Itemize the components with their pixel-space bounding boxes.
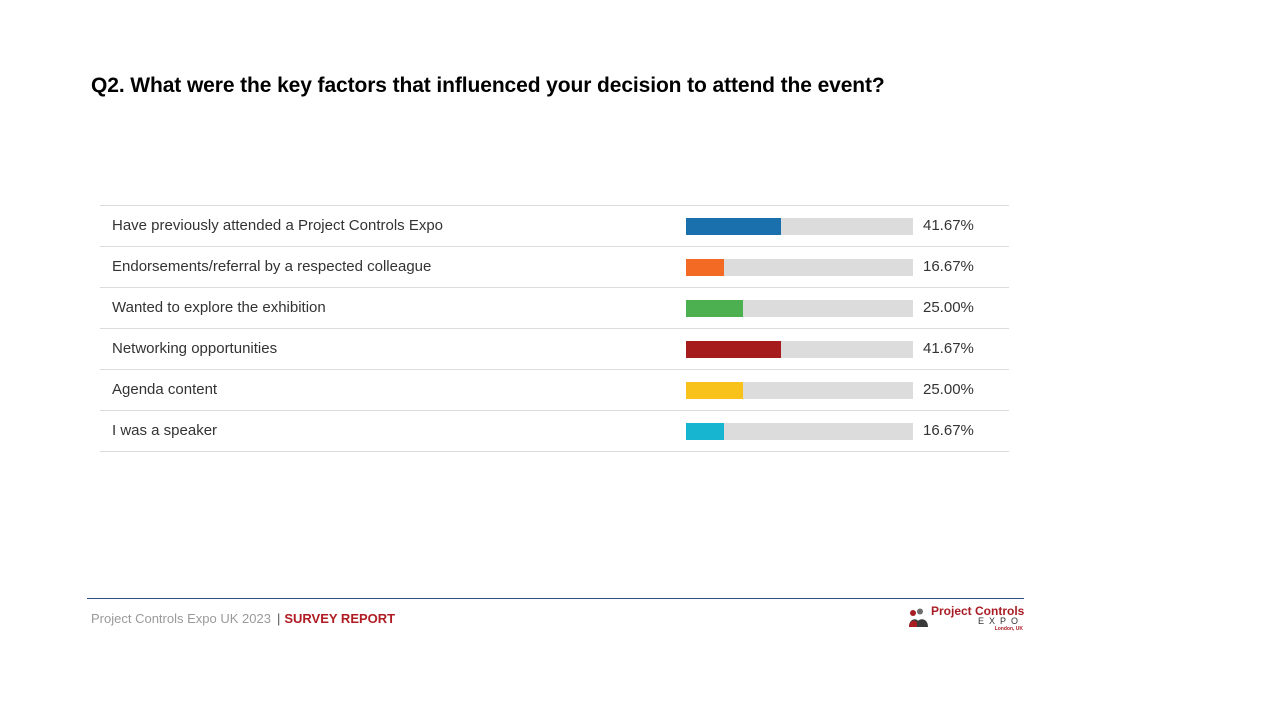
category-label: Wanted to explore the exhibition	[112, 299, 326, 316]
chart-row: I was a speaker 16.67%	[100, 411, 1009, 452]
category-label: I was a speaker	[112, 422, 218, 439]
bar-track	[686, 218, 913, 235]
category-label: Have previously attended a Project Contr…	[112, 217, 444, 234]
project-controls-expo-logo: Project Controls EXPO London, UK	[908, 604, 1025, 635]
survey-bar-chart: Have previously attended a Project Contr…	[100, 205, 1009, 452]
footer-report-label: SURVEY REPORT	[284, 611, 396, 626]
value-label: 41.67%	[923, 217, 974, 234]
footer-divider	[87, 598, 1024, 599]
bar	[686, 259, 724, 276]
category-label: Agenda content	[112, 381, 218, 398]
category-label: Networking opportunities	[112, 340, 278, 357]
logo-subtitle: EXPO	[977, 616, 1023, 626]
bar	[686, 423, 724, 440]
chart-row: Have previously attended a Project Contr…	[100, 206, 1009, 247]
value-label: 16.67%	[923, 258, 974, 275]
chart-row: Wanted to explore the exhibition 25.00%	[100, 288, 1009, 329]
bar	[686, 218, 781, 235]
category-label: Endorsements/referral by a respected col…	[112, 258, 432, 275]
logo-name: Project Controls	[931, 604, 1025, 618]
bar-track	[686, 423, 913, 440]
bar-track	[686, 259, 913, 276]
bar	[686, 300, 743, 317]
value-label: 41.67%	[923, 340, 974, 357]
chart-row: Endorsements/referral by a respected col…	[100, 247, 1009, 288]
bar-track	[686, 341, 913, 358]
chart-row: Agenda content 25.00%	[100, 370, 1009, 411]
chart-row: Networking opportunities 41.67%	[100, 329, 1009, 370]
footer: Project Controls Expo UK 2023 | SURVEY REP…	[91, 611, 395, 626]
bar	[686, 341, 781, 358]
bar-track	[686, 300, 913, 317]
footer-separator: |	[276, 611, 281, 626]
people-icon	[909, 608, 928, 627]
value-label: 16.67%	[923, 422, 974, 439]
value-label: 25.00%	[923, 299, 974, 316]
page-title: Q2. What were the key factors that influ…	[91, 74, 885, 97]
footer-event-name: Project Controls Expo UK 2023	[91, 611, 271, 626]
value-label: 25.00%	[923, 381, 974, 398]
logo-location: London, UK	[994, 626, 1023, 632]
bar-track	[686, 382, 913, 399]
bar	[686, 382, 743, 399]
